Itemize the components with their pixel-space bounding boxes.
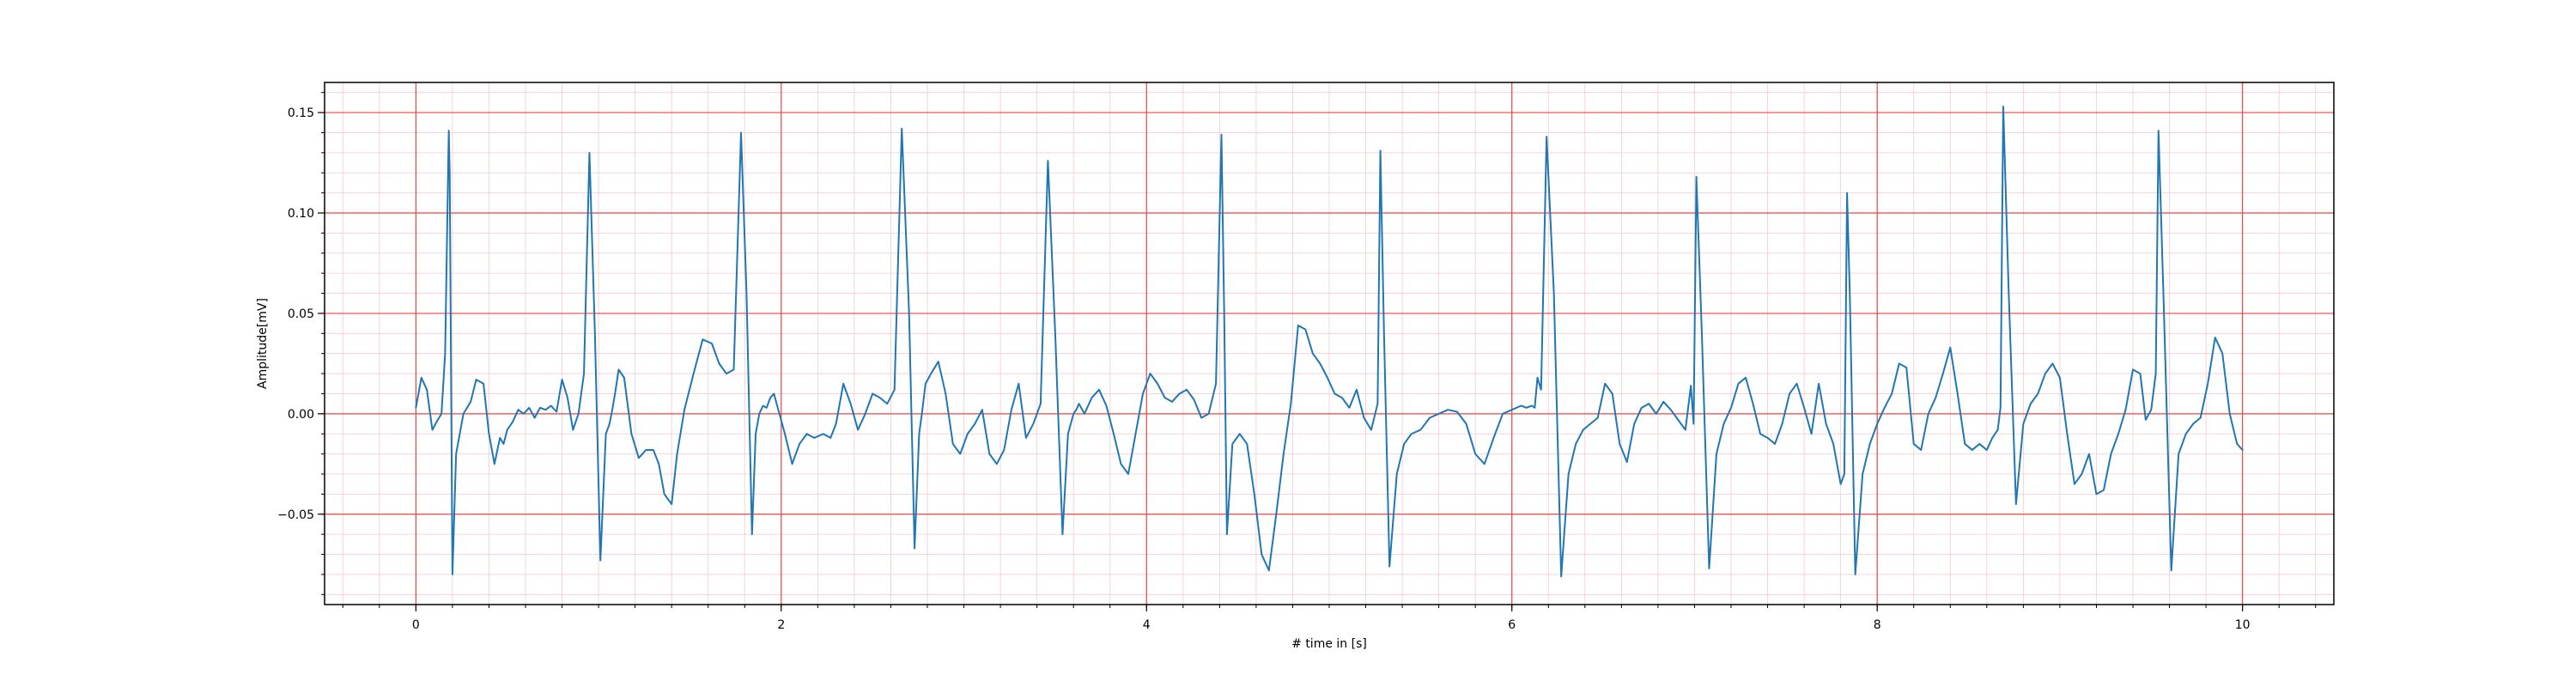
x-tick-label: 6 bbox=[1508, 618, 1516, 632]
y-axis-label: Amplitude[mV] bbox=[256, 298, 270, 389]
series-line-ecg bbox=[415, 106, 2244, 578]
y-tick-label: −0.05 bbox=[277, 508, 314, 522]
x-axis-label: # time in [s] bbox=[1291, 637, 1367, 651]
x-tick-label: 8 bbox=[1874, 618, 1881, 632]
y-tick-label: 0.05 bbox=[288, 307, 314, 321]
x-tick-label: 0 bbox=[412, 618, 420, 632]
x-tick-label: 10 bbox=[2235, 618, 2251, 632]
x-axis: 0 2 4 6 8 10 bbox=[342, 605, 2317, 632]
y-tick-label: 0.15 bbox=[288, 106, 314, 120]
x-tick-label: 2 bbox=[777, 618, 785, 632]
y-axis: −0.05 0.00 0.05 0.10 0.15 bbox=[277, 92, 325, 595]
plot-area bbox=[415, 106, 2244, 578]
x-tick-label: 4 bbox=[1143, 618, 1151, 632]
y-tick-label: 0.10 bbox=[288, 207, 314, 221]
y-tick-label: 0.00 bbox=[288, 408, 314, 422]
